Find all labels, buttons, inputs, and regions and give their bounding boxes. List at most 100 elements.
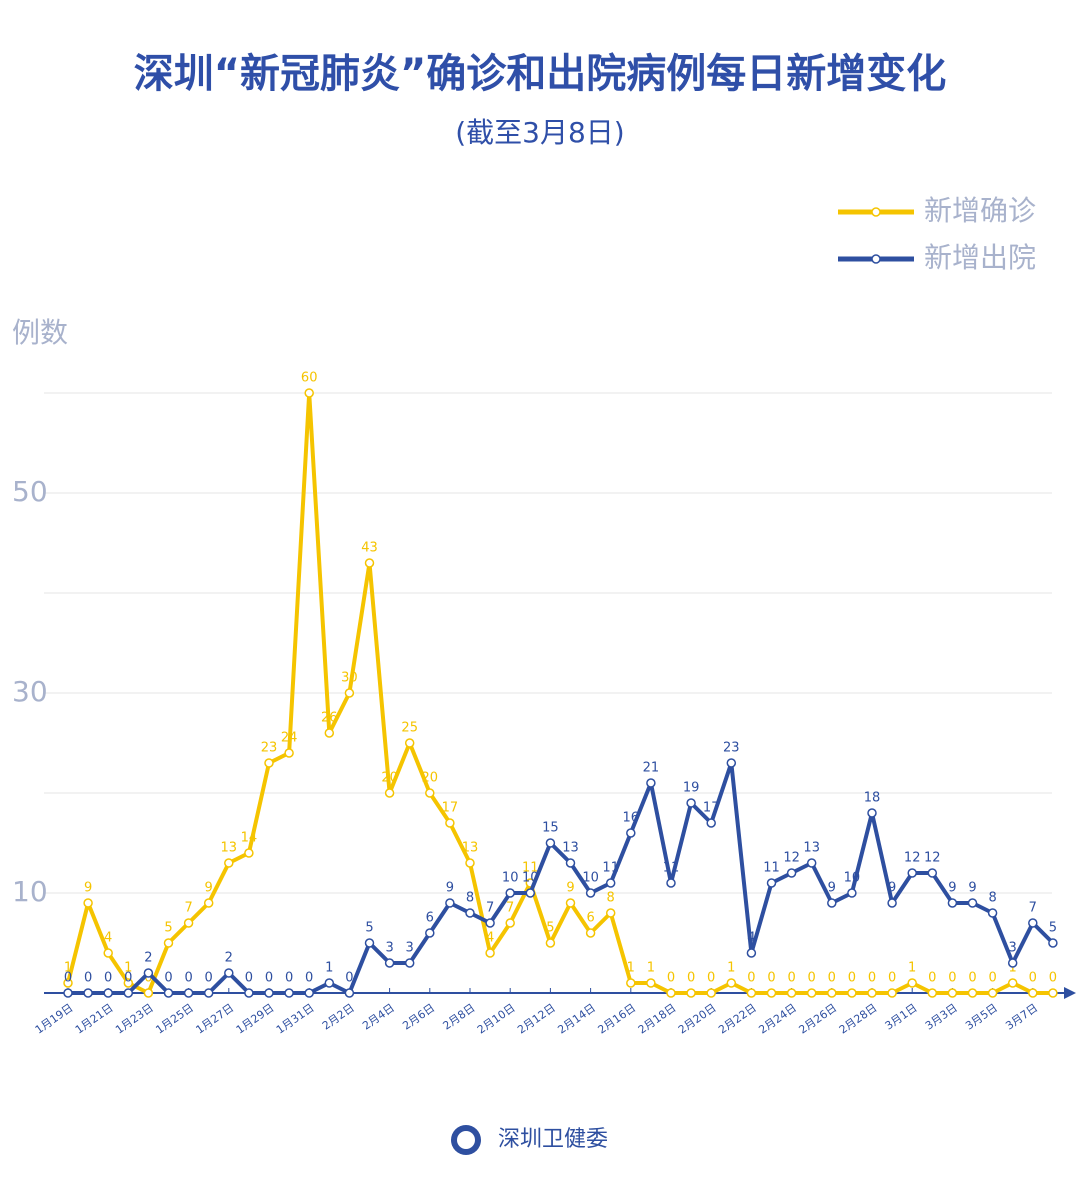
data-label: 2 <box>144 951 152 966</box>
data-label: 0 <box>767 971 775 986</box>
data-point <box>626 978 636 988</box>
data-point <box>706 818 716 828</box>
data-point <box>927 868 938 878</box>
x-tick-label: 1月25日 <box>153 1001 196 1036</box>
data-point <box>485 948 495 958</box>
data-label: 60 <box>301 371 318 386</box>
data-point <box>786 988 797 998</box>
data-label: 23 <box>723 741 740 756</box>
data-label: 0 <box>948 971 956 986</box>
data-label: 0 <box>104 971 112 986</box>
data-point <box>505 918 515 928</box>
data-point <box>224 968 234 978</box>
data-point <box>626 828 636 838</box>
data-label: 7 <box>506 901 514 916</box>
data-label: 0 <box>747 971 755 986</box>
data-point <box>143 968 154 978</box>
data-label: 0 <box>164 971 172 986</box>
data-label: 11 <box>522 861 539 876</box>
x-tick-label: 3月7日 <box>1003 1001 1040 1032</box>
chart-subtitle: (截至3月8日) <box>455 116 624 149</box>
data-point <box>686 798 696 808</box>
data-point <box>646 978 656 988</box>
data-label: 1 <box>647 961 655 976</box>
data-point <box>183 918 194 928</box>
data-point <box>746 948 757 958</box>
data-label: 0 <box>808 971 816 986</box>
data-label: 9 <box>446 881 454 896</box>
data-point <box>706 988 716 998</box>
data-point <box>827 898 837 908</box>
data-point <box>565 858 576 868</box>
data-label: 16 <box>623 811 640 826</box>
x-tick-label: 2月14日 <box>555 1001 598 1036</box>
x-tick-label: 1月21日 <box>73 1001 116 1036</box>
data-label: 0 <box>888 971 896 986</box>
data-point <box>907 868 917 878</box>
data-point <box>143 988 154 998</box>
x-tick-label: 3月1日 <box>883 1001 920 1032</box>
data-label: 0 <box>848 971 856 986</box>
data-point <box>244 988 254 998</box>
data-label: 18 <box>864 791 881 806</box>
data-point <box>344 988 355 998</box>
data-label: 24 <box>281 731 298 746</box>
data-label: 12 <box>924 851 941 866</box>
data-point <box>364 558 375 568</box>
data-label: 0 <box>707 971 715 986</box>
data-point <box>425 928 435 938</box>
data-point <box>867 808 877 818</box>
data-label: 9 <box>205 881 213 896</box>
data-point <box>123 978 134 988</box>
data-label: 7 <box>184 901 192 916</box>
data-point <box>967 988 978 998</box>
y-axis-label: 例数 <box>12 316 68 349</box>
data-label: 5 <box>546 921 554 936</box>
data-label: 7 <box>486 901 494 916</box>
y-tick-label: 50 <box>12 475 48 508</box>
data-label: 0 <box>667 971 675 986</box>
data-label: 17 <box>703 801 720 816</box>
x-tick-label: 3月3日 <box>923 1001 960 1032</box>
data-point <box>867 988 877 998</box>
legend-label: 新增确诊 <box>924 194 1036 227</box>
data-point <box>585 928 596 938</box>
data-point <box>103 948 113 958</box>
x-tick-label: 2月8日 <box>440 1001 477 1032</box>
data-point <box>384 958 395 968</box>
data-label: 13 <box>803 841 820 856</box>
data-label: 0 <box>928 971 936 986</box>
chart-title: 深圳“新冠肺炎”确诊和出院病例每日新增变化 <box>134 51 947 97</box>
data-label: 0 <box>828 971 836 986</box>
data-point <box>224 858 234 868</box>
data-point <box>786 868 797 878</box>
legend-label: 新增出院 <box>924 241 1036 274</box>
data-label: 0 <box>1049 971 1057 986</box>
data-point <box>585 888 596 898</box>
data-point <box>686 988 696 998</box>
data-point <box>163 988 174 998</box>
data-point <box>605 878 616 888</box>
data-label: 0 <box>345 971 353 986</box>
data-label: 1 <box>1009 961 1017 976</box>
data-label: 11 <box>663 861 680 876</box>
data-label: 0 <box>245 971 253 986</box>
data-label: 1 <box>64 961 72 976</box>
data-point <box>404 958 415 968</box>
data-label: 25 <box>401 721 418 736</box>
logo-inner <box>457 1131 475 1149</box>
x-tick-label: 2月4日 <box>360 1001 397 1032</box>
data-point <box>203 988 214 998</box>
data-point <box>324 978 335 988</box>
data-label: 13 <box>562 841 579 856</box>
data-point <box>545 938 556 948</box>
data-label: 9 <box>948 881 956 896</box>
data-label: 19 <box>683 781 700 796</box>
data-point <box>445 898 455 908</box>
data-label: 0 <box>285 971 293 986</box>
data-label: 11 <box>763 861 780 876</box>
data-label: 9 <box>888 881 896 896</box>
footer: 深圳卫健委 <box>451 1125 608 1155</box>
data-label: 0 <box>84 971 92 986</box>
